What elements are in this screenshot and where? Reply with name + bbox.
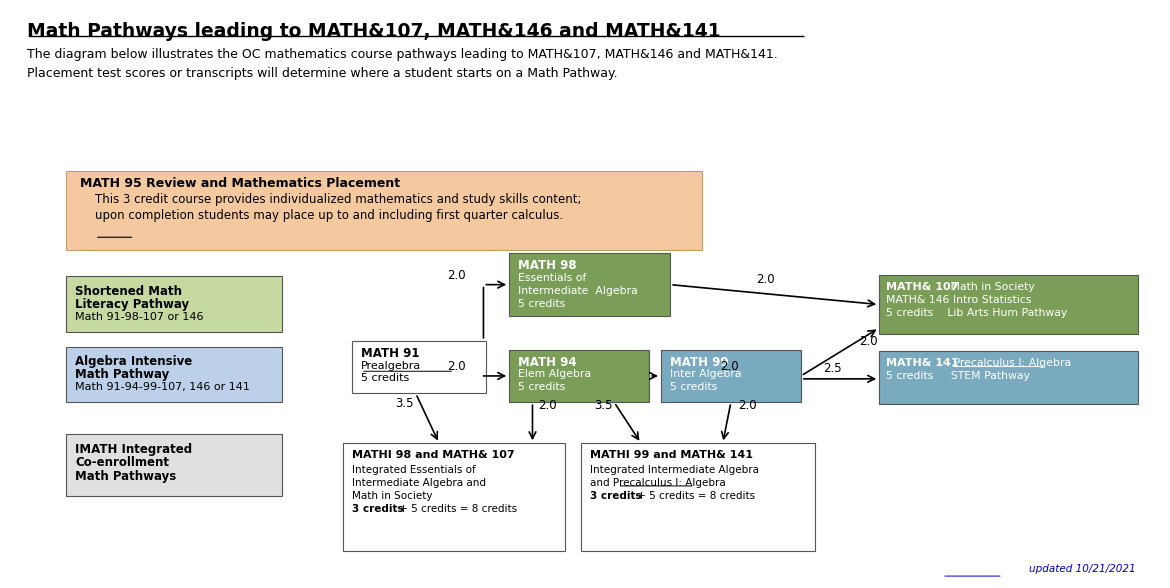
Text: 5 credits: 5 credits <box>670 382 717 392</box>
FancyBboxPatch shape <box>509 350 649 402</box>
Text: 2.0: 2.0 <box>757 273 776 286</box>
Text: MATH& 141: MATH& 141 <box>886 358 958 368</box>
Text: This 3 credit course provides individualized mathematics and study skills conten: This 3 credit course provides individual… <box>80 193 581 206</box>
Text: 2.0: 2.0 <box>721 360 739 373</box>
Text: Prealgebra: Prealgebra <box>360 360 421 370</box>
Text: Math in Society: Math in Society <box>947 282 1034 292</box>
Text: 2.0: 2.0 <box>538 399 557 412</box>
Text: Shortened Math: Shortened Math <box>75 285 181 298</box>
FancyBboxPatch shape <box>351 341 486 393</box>
FancyBboxPatch shape <box>581 443 815 552</box>
Text: 5 credits     STEM Pathway: 5 credits STEM Pathway <box>886 371 1030 381</box>
Text: 5 credits: 5 credits <box>518 382 566 392</box>
FancyBboxPatch shape <box>343 443 565 552</box>
Text: Math 91-98-107 or 146: Math 91-98-107 or 146 <box>75 312 204 322</box>
FancyBboxPatch shape <box>879 275 1138 334</box>
Text: upon completion students may place up to and including first quarter calculus.: upon completion students may place up to… <box>80 209 563 222</box>
Text: + 5 credits = 8 credits: + 5 credits = 8 credits <box>395 504 517 514</box>
Text: Integrated Essentials of: Integrated Essentials of <box>351 466 475 476</box>
Text: 5 credits: 5 credits <box>518 299 566 309</box>
Text: IMATH Integrated: IMATH Integrated <box>75 443 192 456</box>
Text: Math Pathway: Math Pathway <box>75 368 170 382</box>
Text: 5 credits    Lib Arts Hum Pathway: 5 credits Lib Arts Hum Pathway <box>886 308 1067 318</box>
FancyBboxPatch shape <box>66 171 702 250</box>
FancyBboxPatch shape <box>509 253 670 316</box>
Text: MATHI 98 and MATH& 107: MATHI 98 and MATH& 107 <box>351 450 514 460</box>
Text: 2.0: 2.0 <box>447 269 466 282</box>
Text: Inter Algebra: Inter Algebra <box>670 369 742 379</box>
Text: Literacy Pathway: Literacy Pathway <box>75 298 190 311</box>
Text: MATHI 99 and MATH& 141: MATHI 99 and MATH& 141 <box>590 450 752 460</box>
Text: Intermediate Algebra and: Intermediate Algebra and <box>351 479 486 489</box>
Text: Math in Society: Math in Society <box>351 491 432 501</box>
Text: 3.5: 3.5 <box>594 399 613 412</box>
Text: Essentials of: Essentials of <box>518 273 587 283</box>
Text: 2.0: 2.0 <box>447 360 466 373</box>
Text: Math Pathways leading to MATH&107, MATH&146 and MATH&141: Math Pathways leading to MATH&107, MATH&… <box>27 22 721 41</box>
FancyBboxPatch shape <box>661 350 801 402</box>
FancyBboxPatch shape <box>879 352 1138 404</box>
Text: Intermediate  Algebra: Intermediate Algebra <box>518 286 638 296</box>
Text: MATH 91: MATH 91 <box>360 348 419 360</box>
Text: + 5 credits = 8 credits: + 5 credits = 8 credits <box>634 491 755 501</box>
Text: MATH 94: MATH 94 <box>518 356 577 369</box>
Text: MATH 99: MATH 99 <box>670 356 729 369</box>
FancyBboxPatch shape <box>66 435 282 496</box>
Text: 2.0: 2.0 <box>859 335 878 348</box>
Text: 3 credits: 3 credits <box>590 491 641 501</box>
FancyBboxPatch shape <box>66 347 282 402</box>
Text: Math Pathways: Math Pathways <box>75 470 177 483</box>
Text: Precalculus I: Algebra: Precalculus I: Algebra <box>950 358 1072 368</box>
Text: The diagram below illustrates the OC mathematics course pathways leading to MATH: The diagram below illustrates the OC mat… <box>27 48 778 61</box>
Text: Placement test scores or transcripts will determine where a student starts on a : Placement test scores or transcripts wil… <box>27 67 618 80</box>
Text: and Precalculus I: Algebra: and Precalculus I: Algebra <box>590 479 725 489</box>
Text: MATH 95 Review and Mathematics Placement: MATH 95 Review and Mathematics Placement <box>80 177 400 190</box>
Text: 5 credits: 5 credits <box>360 373 410 383</box>
Text: Elem Algebra: Elem Algebra <box>518 369 592 379</box>
Text: MATH 98: MATH 98 <box>518 259 577 272</box>
Text: Integrated Intermediate Algebra: Integrated Intermediate Algebra <box>590 466 758 476</box>
Text: 3.5: 3.5 <box>394 397 413 410</box>
Text: 2.5: 2.5 <box>824 362 841 375</box>
Text: Co-enrollment: Co-enrollment <box>75 456 168 469</box>
FancyBboxPatch shape <box>66 276 282 332</box>
Text: Algebra Intensive: Algebra Intensive <box>75 355 192 368</box>
Text: 3 credits: 3 credits <box>351 504 404 514</box>
Text: 2.0: 2.0 <box>738 399 757 412</box>
Text: Math 91-94-99-107, 146 or 141: Math 91-94-99-107, 146 or 141 <box>75 382 250 392</box>
Text: MATH& 107: MATH& 107 <box>886 282 958 292</box>
Text: MATH& 146 Intro Statistics: MATH& 146 Intro Statistics <box>886 295 1032 305</box>
Text: updated 10/21/2021: updated 10/21/2021 <box>1030 564 1136 574</box>
